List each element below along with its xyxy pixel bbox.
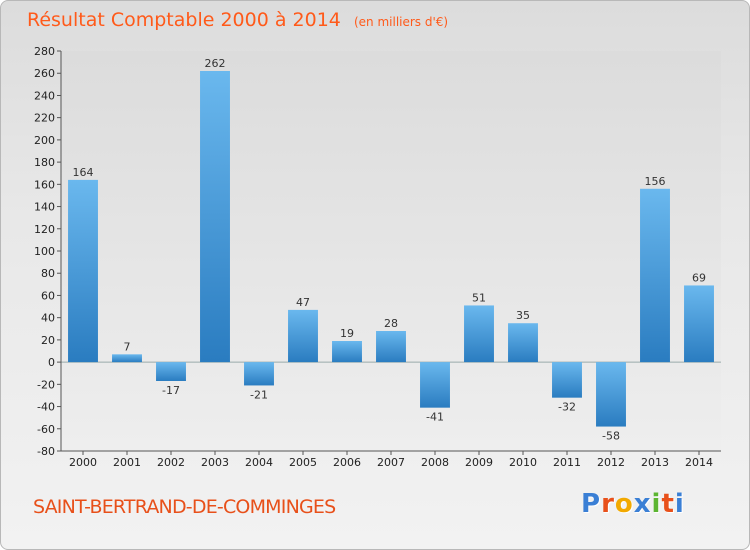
x-tick-label: 2009 bbox=[465, 456, 493, 469]
logo-letter: i bbox=[674, 489, 685, 519]
x-tick-label: 2007 bbox=[377, 456, 405, 469]
bar-value-label: -21 bbox=[250, 388, 268, 401]
logo-letter: o bbox=[614, 489, 634, 519]
bar-value-label: 19 bbox=[340, 327, 354, 340]
y-tick-label: 100 bbox=[34, 245, 55, 258]
y-tick-label: 220 bbox=[34, 112, 55, 125]
x-tick-label: 2014 bbox=[685, 456, 713, 469]
x-tick-label: 2008 bbox=[421, 456, 449, 469]
bar-value-label: 51 bbox=[472, 291, 486, 304]
bar-value-label: -58 bbox=[602, 430, 620, 443]
x-tick-label: 2013 bbox=[641, 456, 669, 469]
bar-value-label: -41 bbox=[426, 411, 444, 424]
bar bbox=[508, 323, 538, 363]
x-tick-label: 2011 bbox=[553, 456, 581, 469]
y-tick-label: 20 bbox=[41, 334, 55, 347]
y-tick-label: 280 bbox=[34, 45, 55, 58]
x-tick-label: 2010 bbox=[509, 456, 537, 469]
y-tick-label: -20 bbox=[37, 378, 55, 391]
proxiti-logo[interactable]: Proxiti bbox=[581, 489, 685, 519]
bar bbox=[112, 354, 142, 363]
logo-letter: t bbox=[661, 489, 675, 519]
y-tick-label: 40 bbox=[41, 312, 55, 325]
bar-value-label: 35 bbox=[516, 309, 530, 322]
bar-value-label: -32 bbox=[558, 401, 576, 414]
bar bbox=[640, 188, 670, 363]
y-tick-label: 120 bbox=[34, 223, 55, 236]
bar-value-label: -17 bbox=[162, 384, 180, 397]
bar bbox=[376, 331, 406, 363]
bar bbox=[68, 179, 98, 363]
x-tick-label: 2005 bbox=[289, 456, 317, 469]
x-tick-label: 2001 bbox=[113, 456, 141, 469]
bar-value-label: 47 bbox=[296, 296, 310, 309]
chart-subtitle: (en milliers d'€) bbox=[353, 15, 449, 29]
bar bbox=[288, 309, 318, 363]
bar bbox=[332, 341, 362, 363]
bar bbox=[596, 362, 626, 427]
bar bbox=[244, 362, 274, 386]
bar bbox=[200, 71, 230, 363]
x-tick-label: 2000 bbox=[69, 456, 97, 469]
y-tick-label: -40 bbox=[37, 401, 55, 414]
logo-letter: r bbox=[601, 489, 615, 519]
x-tick-label: 2003 bbox=[201, 456, 229, 469]
title-row: Résultat Comptable 2000 à 2014 (en milli… bbox=[27, 9, 448, 31]
bar-value-label: 156 bbox=[645, 175, 666, 188]
bar-value-label: 28 bbox=[384, 317, 398, 330]
y-tick-label: 60 bbox=[41, 289, 55, 302]
y-tick-label: 200 bbox=[34, 134, 55, 147]
y-tick-label: 0 bbox=[48, 356, 55, 369]
y-tick-label: 240 bbox=[34, 89, 55, 102]
logo-letter: P bbox=[581, 489, 602, 519]
bar bbox=[464, 305, 494, 363]
y-tick-label: 140 bbox=[34, 201, 55, 214]
y-tick-label: 80 bbox=[41, 267, 55, 280]
y-tick-label: -60 bbox=[37, 423, 55, 436]
bar bbox=[684, 285, 714, 363]
commune-name: SAINT-BERTRAND-DE-COMMINGES bbox=[33, 496, 336, 518]
x-tick-label: 2012 bbox=[597, 456, 625, 469]
y-tick-label: 260 bbox=[34, 67, 55, 80]
x-tick-label: 2006 bbox=[333, 456, 361, 469]
bar bbox=[552, 362, 582, 398]
bar-value-label: 262 bbox=[205, 57, 226, 70]
logo-letter: x bbox=[633, 489, 652, 519]
bar bbox=[156, 362, 186, 381]
bar-value-label: 7 bbox=[124, 340, 131, 353]
y-tick-label: -80 bbox=[37, 445, 55, 458]
chart-title: Résultat Comptable 2000 à 2014 bbox=[27, 9, 341, 31]
y-tick-label: 180 bbox=[34, 156, 55, 169]
y-tick-label: 160 bbox=[34, 178, 55, 191]
bar-value-label: 164 bbox=[73, 166, 94, 179]
bar bbox=[420, 362, 450, 408]
x-tick-label: 2002 bbox=[157, 456, 185, 469]
bar-value-label: 69 bbox=[692, 271, 706, 284]
logo-letter: i bbox=[651, 489, 662, 519]
x-tick-label: 2004 bbox=[245, 456, 273, 469]
